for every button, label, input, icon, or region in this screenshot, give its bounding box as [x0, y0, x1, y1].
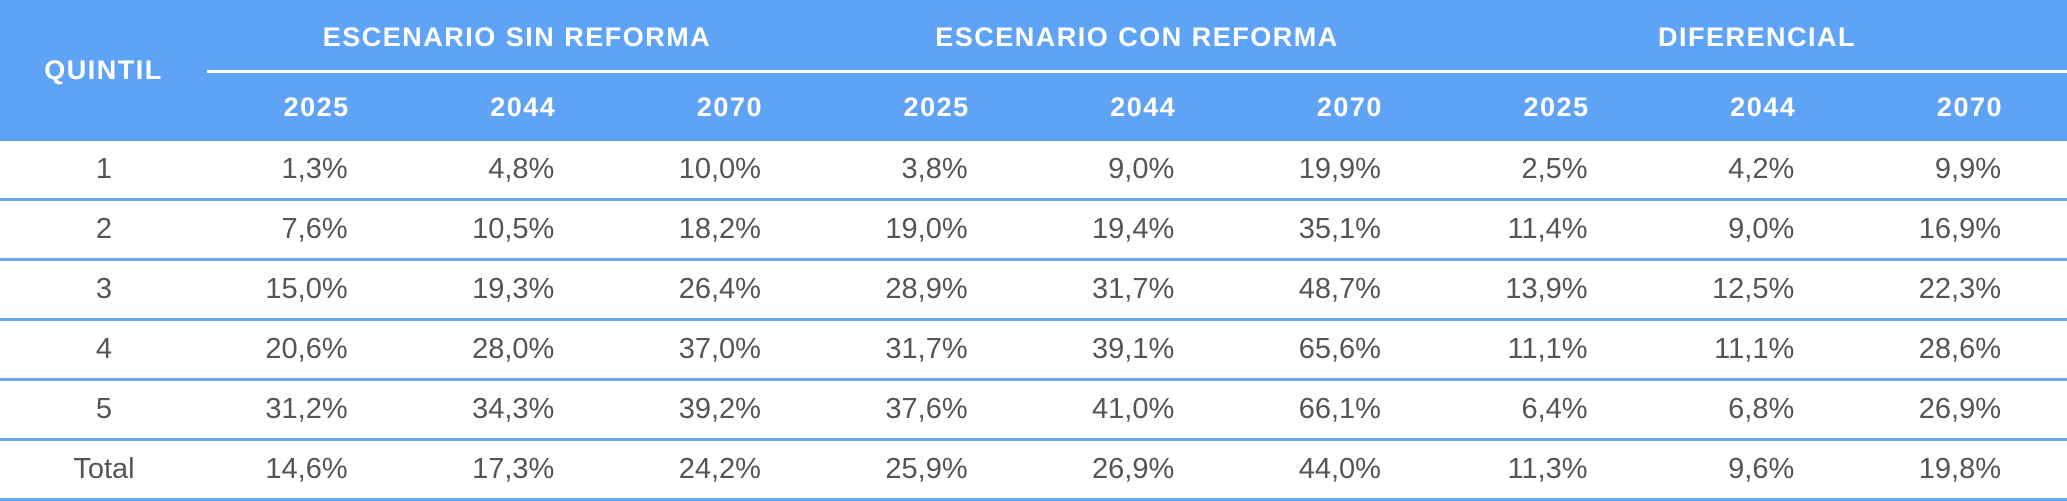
header-group-sin-reforma: ESCENARIO SIN REFORMA	[207, 0, 827, 73]
value-cell: 11,4%	[1446, 199, 1654, 261]
header-year: 2025	[207, 71, 414, 141]
value-cell: 35,1%	[1240, 199, 1447, 261]
value-cell: 9,0%	[1033, 141, 1241, 201]
value-cell: 3,8%	[826, 141, 1034, 201]
header-year: 2025	[826, 71, 1034, 141]
value-cell: 39,1%	[1033, 319, 1241, 381]
value-cell: 10,5%	[413, 199, 621, 261]
table-header: QUINTIL ESCENARIO SIN REFORMA ESCENARIO …	[0, 0, 2067, 141]
value-cell: 19,0%	[826, 199, 1034, 261]
quintil-cell: Total	[0, 439, 207, 501]
value-cell: 19,4%	[1033, 199, 1241, 261]
header-year: 2070	[620, 71, 827, 141]
value-cell: 19,8%	[1860, 439, 2067, 501]
value-cell: 11,1%	[1653, 319, 1861, 381]
value-cell: 66,1%	[1240, 379, 1447, 441]
value-cell: 24,2%	[620, 439, 827, 501]
header-year: 2044	[413, 71, 621, 141]
value-cell: 19,3%	[413, 259, 621, 321]
value-cell: 37,0%	[620, 319, 827, 381]
value-cell: 41,0%	[1033, 379, 1241, 441]
quintil-cell: 3	[0, 259, 207, 321]
value-cell: 6,4%	[1446, 379, 1654, 441]
value-cell: 26,9%	[1033, 439, 1241, 501]
quintil-cell: 4	[0, 319, 207, 381]
value-cell: 14,6%	[207, 439, 414, 501]
value-cell: 37,6%	[826, 379, 1034, 441]
value-cell: 28,9%	[826, 259, 1034, 321]
value-cell: 18,2%	[620, 199, 827, 261]
table-row: 2 7,6% 10,5% 18,2% 19,0% 19,4% 35,1% 11,4% 9,0% 1…	[0, 199, 2067, 261]
quintil-cell: 1	[0, 141, 207, 201]
header-quintil: QUINTIL	[0, 0, 207, 141]
value-cell: 25,9%	[826, 439, 1034, 501]
value-cell: 6,8%	[1653, 379, 1861, 441]
value-cell: 7,6%	[207, 199, 414, 261]
value-cell: 11,1%	[1446, 319, 1654, 381]
header-group-con-reforma: ESCENARIO CON REFORMA	[826, 0, 1447, 73]
value-cell: 9,0%	[1653, 199, 1861, 261]
value-cell: 1,3%	[207, 141, 414, 201]
table-row: Total 14,6% 17,3% 24,2% 25,9% 26,9% 44,0% 11,3%…	[0, 439, 2067, 501]
quintil-cell: 5	[0, 379, 207, 441]
value-cell: 9,6%	[1653, 439, 1861, 501]
value-cell: 31,7%	[1033, 259, 1241, 321]
quintil-cell: 2	[0, 199, 207, 261]
value-cell: 15,0%	[207, 259, 414, 321]
value-cell: 31,2%	[207, 379, 414, 441]
table-row: 5 31,2% 34,3% 39,2% 37,6% 41,0% 66,1% 6,4% 6,8% 2…	[0, 379, 2067, 441]
value-cell: 4,8%	[413, 141, 621, 201]
header-year: 2070	[1240, 71, 1447, 141]
value-cell: 9,9%	[1860, 141, 2067, 201]
value-cell: 26,4%	[620, 259, 827, 321]
value-cell: 39,2%	[620, 379, 827, 441]
header-year: 2044	[1653, 71, 1861, 141]
header-year: 2025	[1446, 71, 1654, 141]
value-cell: 20,6%	[207, 319, 414, 381]
header-year: 2044	[1033, 71, 1241, 141]
header-year: 2070	[1860, 71, 2067, 141]
table-row: 4 20,6% 28,0% 37,0% 31,7% 39,1% 65,6% 11,1% 11,1…	[0, 319, 2067, 381]
value-cell: 28,6%	[1860, 319, 2067, 381]
value-cell: 28,0%	[413, 319, 621, 381]
value-cell: 12,5%	[1653, 259, 1861, 321]
table-row: 3 15,0% 19,3% 26,4% 28,9% 31,7% 48,7% 13,9% 12,5…	[0, 259, 2067, 321]
value-cell: 4,2%	[1653, 141, 1861, 201]
value-cell: 34,3%	[413, 379, 621, 441]
value-cell: 17,3%	[413, 439, 621, 501]
header-group-diferencial: DIFERENCIAL	[1446, 0, 2067, 73]
value-cell: 22,3%	[1860, 259, 2067, 321]
value-cell: 10,0%	[620, 141, 827, 201]
value-cell: 19,9%	[1240, 141, 1447, 201]
value-cell: 11,3%	[1446, 439, 1654, 501]
value-cell: 16,9%	[1860, 199, 2067, 261]
value-cell: 31,7%	[826, 319, 1034, 381]
value-cell: 65,6%	[1240, 319, 1447, 381]
table-body: 1 1,3% 4,8% 10,0% 3,8% 9,0% 19,9% 2,5% 4,2% 9,9% 2…	[0, 141, 2067, 501]
value-cell: 26,9%	[1860, 379, 2067, 441]
value-cell: 48,7%	[1240, 259, 1447, 321]
value-cell: 2,5%	[1446, 141, 1654, 201]
value-cell: 13,9%	[1446, 259, 1654, 321]
value-cell: 44,0%	[1240, 439, 1447, 501]
table-row: 1 1,3% 4,8% 10,0% 3,8% 9,0% 19,9% 2,5% 4,2% 9,9%	[0, 141, 2067, 201]
